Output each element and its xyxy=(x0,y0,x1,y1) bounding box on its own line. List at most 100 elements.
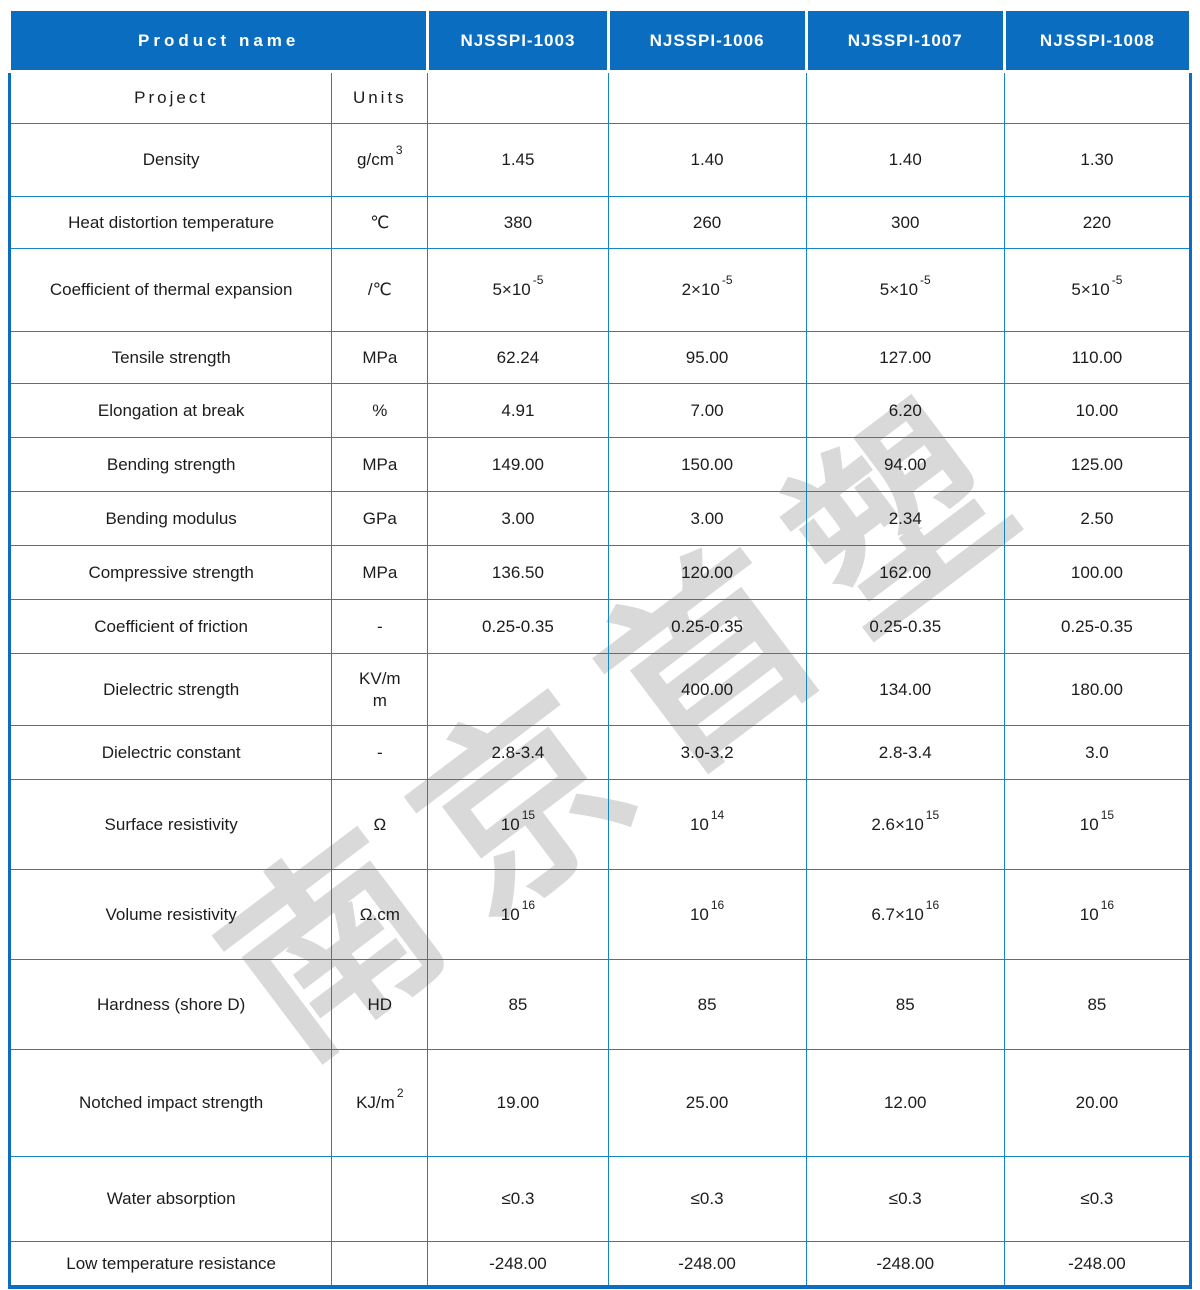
row-unit: MPa xyxy=(331,545,429,600)
row-label: Dielectric strength xyxy=(8,653,333,726)
cell-value: -248.00 xyxy=(805,1241,1005,1287)
cell-value: 260 xyxy=(607,196,807,249)
cell-value: 2.50 xyxy=(1003,491,1192,546)
cell-value: 2×10 -5 xyxy=(607,248,807,332)
cell-value: 127.00 xyxy=(805,331,1005,384)
row-unit: - xyxy=(331,599,429,654)
cell-value: 10 16 xyxy=(607,869,807,960)
product-column-header: NJSSPI-1003 xyxy=(426,8,610,73)
cell-value: 85 xyxy=(805,959,1005,1050)
row-unit: g/cm 3 xyxy=(331,123,429,197)
cell-value: 3.00 xyxy=(607,491,807,546)
table-row: Density g/cm 3 1.45 1.40 1.40 1.30 xyxy=(8,123,1192,197)
superscript: 15 xyxy=(521,807,536,822)
superscript: -5 xyxy=(1111,273,1123,288)
cell-value: 3.0-3.2 xyxy=(607,725,807,780)
table-row: Tensile strength MPa 62.24 95.00 127.00 110.0… xyxy=(8,331,1192,384)
row-label: Tensile strength xyxy=(8,331,333,384)
cell-value: 25.00 xyxy=(607,1049,807,1157)
table-subheader-row: Project Units xyxy=(8,71,1192,124)
row-label: Coefficient of friction xyxy=(8,599,333,654)
row-label: Bending strength xyxy=(8,437,333,492)
cell-value: 134.00 xyxy=(805,653,1005,726)
superscript: -5 xyxy=(532,273,544,288)
row-unit xyxy=(331,1241,429,1287)
cell-value: 10.00 xyxy=(1003,383,1192,438)
cell-value: 10 16 xyxy=(427,869,609,960)
cell-value: 10 14 xyxy=(607,779,807,870)
row-label: Surface resistivity xyxy=(8,779,333,870)
row-label: Elongation at break xyxy=(8,383,333,438)
superscript: 16 xyxy=(1100,897,1115,912)
cell-value: 85 xyxy=(1003,959,1192,1050)
table-row: Dielectric constant -2.8-3.4 3.0-3.2 2.8-3.… xyxy=(8,725,1192,780)
cell-value: 85 xyxy=(607,959,807,1050)
table-row: Water absorption ≤0.3 ≤0.3 ≤0.3 ≤0.3 xyxy=(8,1156,1192,1242)
cell-value: -248.00 xyxy=(427,1241,609,1287)
cell-value: 2.8-3.4 xyxy=(427,725,609,780)
cell-value: ≤0.3 xyxy=(607,1156,807,1242)
superscript: 16 xyxy=(710,897,725,912)
cell-value: 110.00 xyxy=(1003,331,1192,384)
cell-value: 3.00 xyxy=(427,491,609,546)
superscript: 14 xyxy=(710,807,725,822)
table-header-row: Product name NJSSPI-1003 NJSSPI-1006 NJSSP… xyxy=(7,8,1193,73)
cell-value: 380 xyxy=(427,196,609,249)
cell-value: 1.40 xyxy=(607,123,807,197)
row-unit: HD xyxy=(331,959,429,1050)
cell-value: 125.00 xyxy=(1003,437,1192,492)
cell-value: 136.50 xyxy=(427,545,609,600)
table-row: Low temperature resistance -248.00 -248.00… xyxy=(8,1241,1192,1287)
row-unit xyxy=(331,1156,429,1242)
cell-value: 0.25-0.35 xyxy=(427,599,609,654)
cell-value: 7.00 xyxy=(607,383,807,438)
row-unit: Ω xyxy=(331,779,429,870)
cell-value: ≤0.3 xyxy=(805,1156,1005,1242)
cell-value: 5×10 -5 xyxy=(805,248,1005,332)
cell-value: 400.00 xyxy=(607,653,807,726)
cell-value: ≤0.3 xyxy=(427,1156,609,1242)
cell-value: 5×10 -5 xyxy=(427,248,609,332)
product-spec-page: 南京首塑 Product name NJSSPI-1003 NJSSPI-1006… xyxy=(0,8,1200,1290)
project-header: Project xyxy=(8,71,333,124)
superscript: 15 xyxy=(1100,807,1115,822)
row-unit: % xyxy=(331,383,429,438)
cell-value: 19.00 xyxy=(427,1049,609,1157)
table-row: Elongation at break% 4.91 7.00 6.20 10.00 xyxy=(8,383,1192,438)
row-unit: KJ/m 2 xyxy=(331,1049,429,1157)
row-label: Volume resistivity xyxy=(8,869,333,960)
units-header: Units xyxy=(331,71,429,124)
row-unit: KV/m m xyxy=(331,653,429,726)
cell-value: 180.00 xyxy=(1003,653,1192,726)
superscript: 3 xyxy=(395,143,403,158)
row-unit: MPa xyxy=(331,437,429,492)
row-label: Compressive strength xyxy=(8,545,333,600)
row-unit: Ω.cm xyxy=(331,869,429,960)
cell-value: 62.24 xyxy=(427,331,609,384)
empty-header-cell xyxy=(805,71,1005,124)
cell-value: 10 15 xyxy=(427,779,609,870)
cell-value: 150.00 xyxy=(607,437,807,492)
cell-value: 2.8-3.4 xyxy=(805,725,1005,780)
table-row: Heat distortion temperature ℃ 380 260 300 220 xyxy=(8,196,1192,249)
cell-value: 85 xyxy=(427,959,609,1050)
row-label: Hardness (shore D) xyxy=(8,959,333,1050)
table-row: Notched impact strength KJ/m 2 19.00 25.00 12… xyxy=(8,1049,1192,1157)
row-unit: MPa xyxy=(331,331,429,384)
cell-value: 20.00 xyxy=(1003,1049,1192,1157)
row-label: Bending modulus xyxy=(8,491,333,546)
row-label: Dielectric constant xyxy=(8,725,333,780)
row-label: Low temperature resistance xyxy=(8,1241,333,1287)
row-label: Coefficient of thermal expansion xyxy=(8,248,333,332)
table-row: Hardness (shore D) HD 85 85 85 85 xyxy=(8,959,1192,1050)
cell-value: 3.0 xyxy=(1003,725,1192,780)
cell-value: 1.45 xyxy=(427,123,609,197)
empty-header-cell xyxy=(607,71,807,124)
cell-value: 5×10 -5 xyxy=(1003,248,1192,332)
empty-header-cell xyxy=(1003,71,1192,124)
product-spec-table: Product name NJSSPI-1003 NJSSPI-1006 NJSSP… xyxy=(7,8,1193,1289)
table-row: Compressive strength MPa 136.50 120.00 162.0… xyxy=(8,545,1192,600)
superscript: 15 xyxy=(925,807,940,822)
superscript: -5 xyxy=(721,273,733,288)
cell-value: 0.25-0.35 xyxy=(805,599,1005,654)
